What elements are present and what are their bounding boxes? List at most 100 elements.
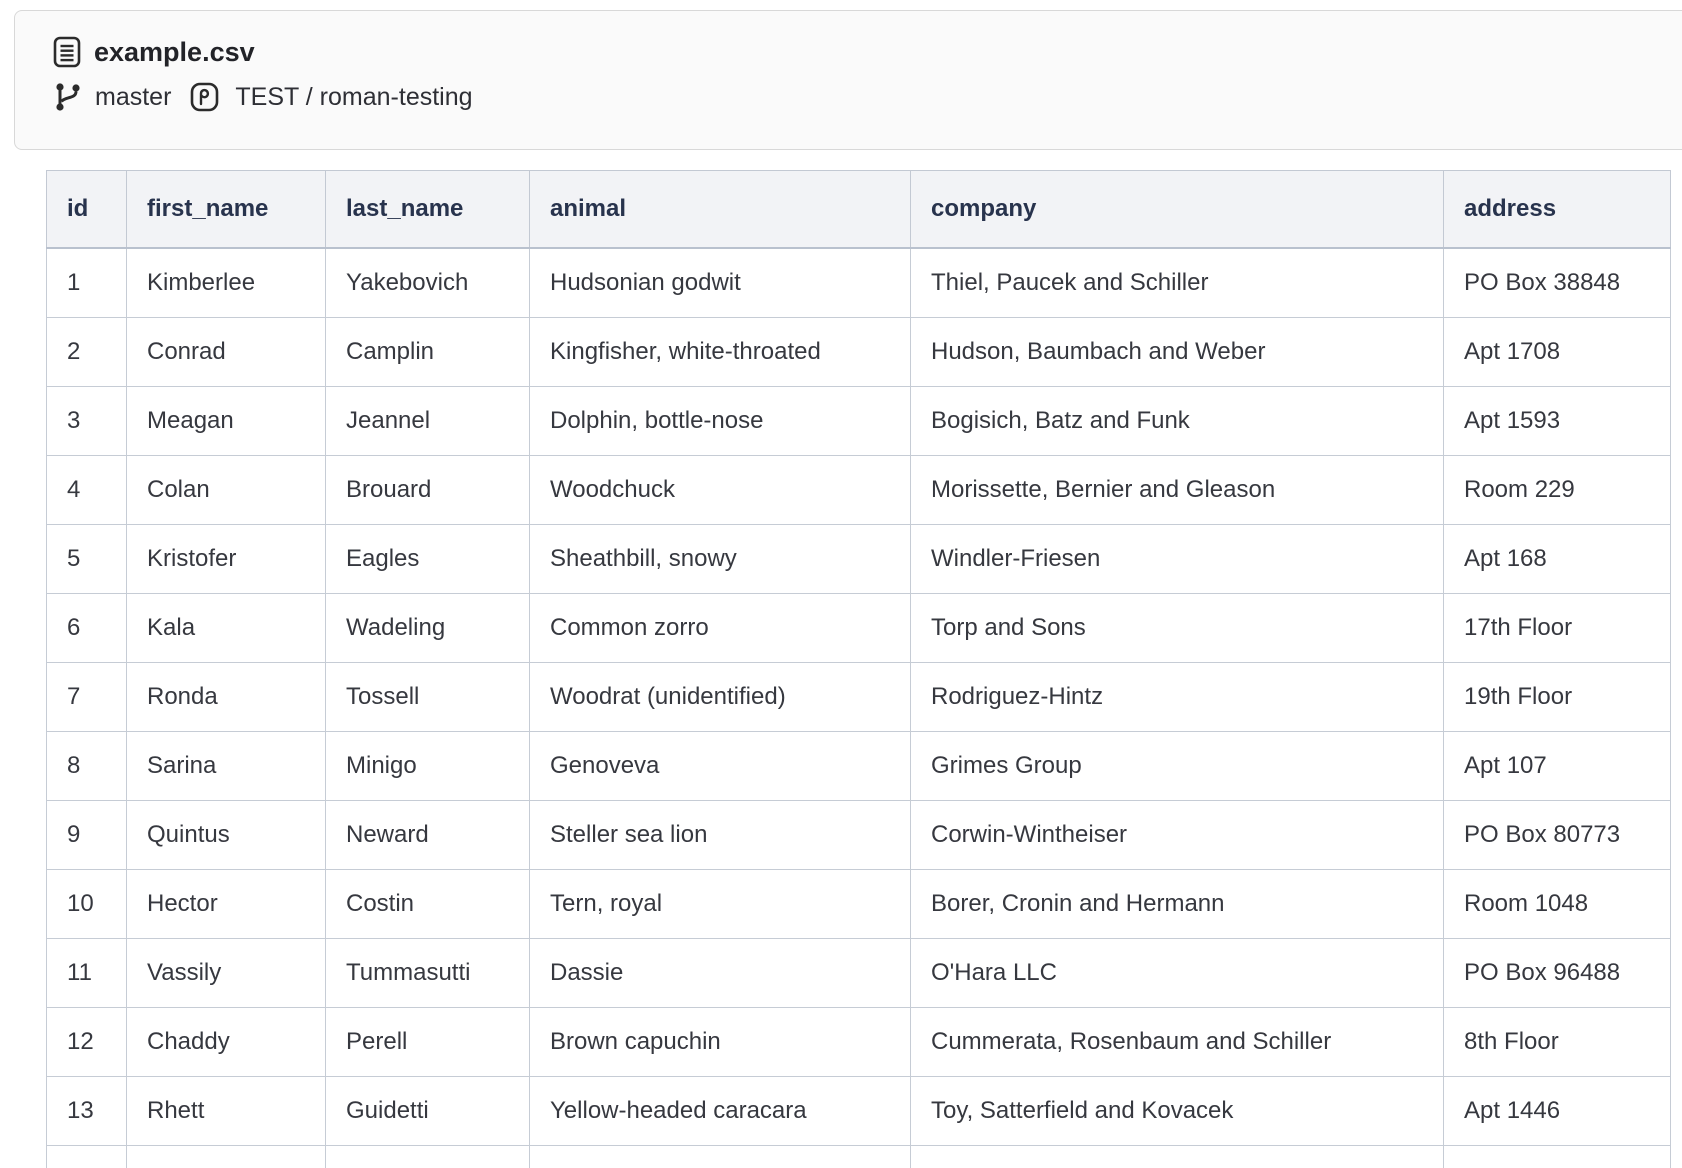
git-branch-icon [53, 80, 83, 114]
project-icon [189, 80, 221, 114]
table-cell: 12 [46, 1007, 127, 1077]
table-cell: Yellow-headed caracara [529, 1076, 911, 1146]
table-cell: PO Box 38848 [1443, 247, 1671, 318]
table-cell: Apt 1708 [1443, 317, 1671, 387]
header-row: id first_name last_name animal company addres… [46, 170, 1671, 249]
column-header-animal: animal [529, 170, 911, 249]
table-cell: Ronda [126, 662, 326, 732]
table-cell: Sarina [126, 731, 326, 801]
table-cell: Torp and Sons [910, 593, 1444, 663]
table-cell: Costin [325, 869, 530, 939]
table-cell: 11 [46, 938, 127, 1008]
table-cell: Room 229 [1443, 455, 1671, 525]
table-cell [325, 1145, 530, 1168]
table-cell: Kimberlee [126, 247, 326, 318]
table-row-partial [46, 1145, 1671, 1168]
file-name-link[interactable]: example.csv [94, 36, 255, 67]
table-cell: Brouard [325, 455, 530, 525]
table-cell [46, 1145, 127, 1168]
table-cell: Quintus [126, 800, 326, 870]
table-row: 7 Ronda Tossell Woodrat (unidentified) Rodri… [46, 662, 1671, 732]
table-cell: Kristofer [126, 524, 326, 594]
table-row: 3 Meagan Jeannel Dolphin, bottle-nose Bogisi… [46, 386, 1671, 456]
csv-table-header: id first_name last_name animal company addres… [46, 170, 1671, 249]
table-cell: Tummasutti [325, 938, 530, 1008]
table-cell [1443, 1145, 1671, 1168]
table-cell: Corwin-Wintheiser [910, 800, 1444, 870]
table-cell: Dassie [529, 938, 911, 1008]
table-row: 13 Rhett Guidetti Yellow-headed caracara Toy… [46, 1076, 1671, 1146]
table-cell: Apt 1446 [1443, 1076, 1671, 1146]
table-cell: Thiel, Paucek and Schiller [910, 247, 1444, 318]
csv-table-body: 1 Kimberlee Yakebovich Hudsonian godwit Thie… [46, 247, 1671, 1168]
table-cell: 17th Floor [1443, 593, 1671, 663]
table-cell: 6 [46, 593, 127, 663]
table-cell: Rhett [126, 1076, 326, 1146]
table-cell: Minigo [325, 731, 530, 801]
table-cell: Woodrat (unidentified) [529, 662, 911, 732]
table-cell: Tossell [325, 662, 530, 732]
table-cell: Eagles [325, 524, 530, 594]
table-cell: 13 [46, 1076, 127, 1146]
branch-name-link[interactable]: master [95, 82, 172, 111]
table-cell: Borer, Cronin and Hermann [910, 869, 1444, 939]
table-row: 5 Kristofer Eagles Sheathbill, snowy Windler… [46, 524, 1671, 594]
table-row: 9 Quintus Neward Steller sea lion Corwin-Win… [46, 800, 1671, 870]
table-cell: Dolphin, bottle-nose [529, 386, 911, 456]
table-cell: Morissette, Bernier and Gleason [910, 455, 1444, 525]
table-cell: Bogisich, Batz and Funk [910, 386, 1444, 456]
table-cell: Toy, Satterfield and Kovacek [910, 1076, 1444, 1146]
table-cell: Apt 107 [1443, 731, 1671, 801]
table-cell: Kala [126, 593, 326, 663]
table-cell: PO Box 80773 [1443, 800, 1671, 870]
table-cell: Room 1048 [1443, 869, 1671, 939]
table-cell: Hudsonian godwit [529, 247, 911, 318]
table-cell: 9 [46, 800, 127, 870]
table-cell: Common zorro [529, 593, 911, 663]
table-cell: 7 [46, 662, 127, 732]
table-cell: Tern, royal [529, 869, 911, 939]
table-cell: Neward [325, 800, 530, 870]
file-document-icon [53, 36, 81, 68]
table-cell: Cummerata, Rosenbaum and Schiller [910, 1007, 1444, 1077]
table-cell: 3 [46, 386, 127, 456]
table-row: 12 Chaddy Perell Brown capuchin Cummerata, R… [46, 1007, 1671, 1077]
table-cell: Windler-Friesen [910, 524, 1444, 594]
table-cell: 4 [46, 455, 127, 525]
table-cell: Jeannel [325, 386, 530, 456]
table-cell [529, 1145, 911, 1168]
table-cell: Colan [126, 455, 326, 525]
table-row: 8 Sarina Minigo Genoveva Grimes Group Apt 107 [46, 731, 1671, 801]
table-cell: Genoveva [529, 731, 911, 801]
table-cell: 10 [46, 869, 127, 939]
table-cell: Guidetti [325, 1076, 530, 1146]
project-name-link[interactable]: TEST / roman-testing [235, 82, 473, 111]
column-header-first_name: first_name [126, 170, 326, 249]
file-meta-line: master TEST / roman-testing [53, 79, 1682, 115]
table-cell: Woodchuck [529, 455, 911, 525]
table-cell: 1 [46, 247, 127, 318]
table-cell: Hudson, Baumbach and Weber [910, 317, 1444, 387]
table-cell: Steller sea lion [529, 800, 911, 870]
table-cell: Brown capuchin [529, 1007, 911, 1077]
file-header-card: example.csv master TEST / roman-testi [14, 10, 1682, 150]
table-cell: 5 [46, 524, 127, 594]
table-cell: Meagan [126, 386, 326, 456]
table-cell: Conrad [126, 317, 326, 387]
column-header-company: company [910, 170, 1444, 249]
table-row: 4 Colan Brouard Woodchuck Morissette, Bernie… [46, 455, 1671, 525]
table-cell: 8th Floor [1443, 1007, 1671, 1077]
table-cell: Kingfisher, white-throated [529, 317, 911, 387]
table-row: 1 Kimberlee Yakebovich Hudsonian godwit Thie… [46, 247, 1671, 318]
file-title-line: example.csv [53, 33, 1682, 71]
table-cell: 8 [46, 731, 127, 801]
table-cell: Camplin [325, 317, 530, 387]
table-cell: 19th Floor [1443, 662, 1671, 732]
csv-table: id first_name last_name animal company addres… [46, 170, 1671, 1168]
table-cell: Wadeling [325, 593, 530, 663]
table-row: 10 Hector Costin Tern, royal Borer, Cronin a… [46, 869, 1671, 939]
table-cell: O'Hara LLC [910, 938, 1444, 1008]
table-cell [126, 1145, 326, 1168]
table-cell: Apt 1593 [1443, 386, 1671, 456]
